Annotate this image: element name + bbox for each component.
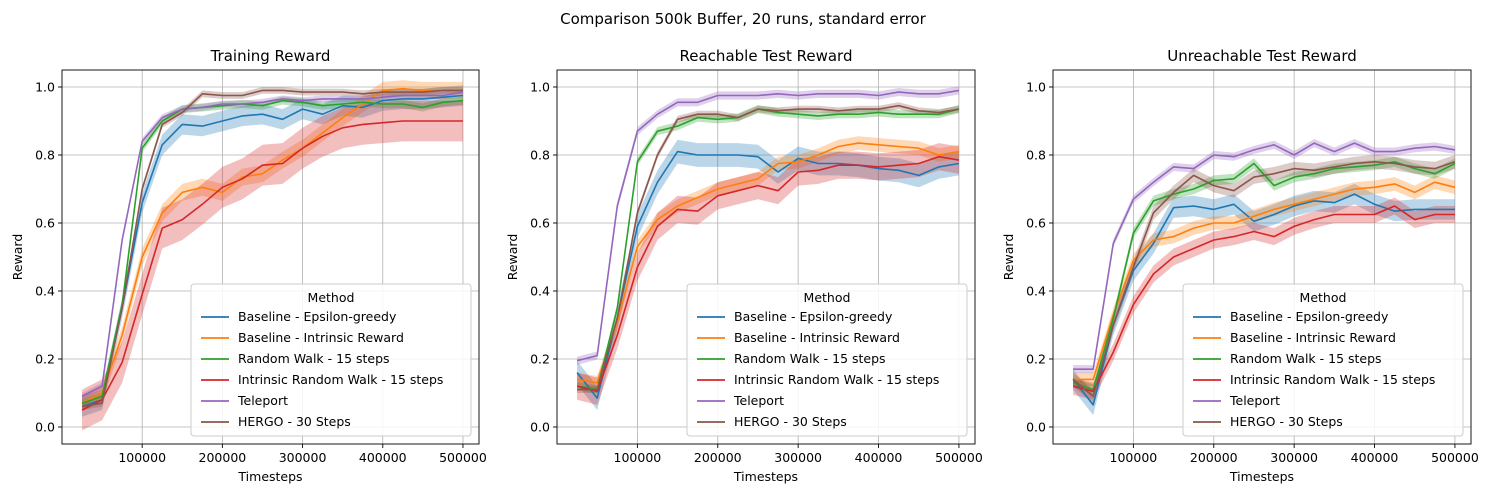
y-tick-label: 0.0 (1026, 420, 1046, 435)
legend-entry-3: Random Walk - 15 steps (1230, 351, 1382, 366)
y-tick-label: 0.2 (35, 352, 55, 367)
x-tick-label: 500000 (1431, 450, 1479, 465)
legend-entry-3: Random Walk - 15 steps (238, 351, 390, 366)
x-tick-label: 100000 (614, 450, 662, 465)
legend-title: Method (804, 290, 851, 305)
series-line-3 (1072, 161, 1456, 391)
x-tick-label: 300000 (279, 450, 327, 465)
series-line-5 (576, 89, 960, 362)
x-axis-label: Timesteps (1229, 469, 1294, 484)
chart-title: Unreachable Test Reward (1167, 47, 1357, 65)
legend: Method Baseline - Epsilon-greedy Baseline … (190, 283, 472, 437)
y-tick-label: 0.8 (35, 148, 55, 163)
axes-frame (556, 69, 976, 445)
series-line-2 (81, 87, 463, 404)
series-line-2 (576, 142, 960, 384)
y-tick-label: 1.0 (1026, 80, 1046, 95)
series-line-1 (1072, 193, 1455, 406)
chart-panel-3: Unreachable Test Reward 100000 200000 30000… (1001, 47, 1479, 484)
error-band-1 (577, 139, 959, 410)
x-axis-label: Timesteps (733, 469, 798, 484)
series-line-3 (81, 99, 464, 404)
figure-suptitle: Comparison 500k Buffer, 20 runs, standar… (560, 10, 927, 28)
x-tick-label: 200000 (694, 450, 742, 465)
x-tick-label: 200000 (1190, 450, 1238, 465)
legend-entry-1: Baseline - Epsilon-greedy (734, 309, 893, 324)
series-line-5 (1073, 142, 1456, 371)
legend-entry-3: Random Walk - 15 steps (734, 351, 886, 366)
y-tick-label: 0.4 (35, 284, 55, 299)
x-tick-label: 200000 (199, 450, 247, 465)
legend-title: Method (308, 290, 355, 305)
axes-frame (1052, 69, 1472, 445)
series-line-6 (1072, 161, 1456, 398)
chart-panel-2: Reachable Test Reward 100000 200000 300000 4… (505, 47, 983, 484)
chart-title: Reachable Test Reward (680, 47, 853, 65)
legend-entry-6: HERGO - 30 Steps (734, 414, 847, 429)
legend-entry-4: Intrinsic Random Walk - 15 steps (734, 372, 939, 387)
series-line-1 (576, 150, 960, 399)
legend-entry-5: Teleport (237, 393, 288, 408)
legend-box (1182, 283, 1464, 437)
y-tick-label: 0.0 (530, 420, 550, 435)
series-line-6 (577, 104, 960, 391)
x-axis-label: Timesteps (237, 469, 302, 484)
y-tick-label: 0.6 (35, 216, 55, 231)
x-tick-label: 100000 (118, 450, 166, 465)
x-tick-label: 400000 (1351, 450, 1399, 465)
y-axis-label: Reward (1001, 234, 1016, 281)
x-tick-label: 500000 (935, 450, 983, 465)
y-tick-label: 0.6 (530, 216, 550, 231)
legend-box (190, 283, 472, 437)
y-tick-label: 0.8 (1026, 148, 1046, 163)
chart-panels: Training Reward 100000 200000 300000 400000 5… (10, 47, 1479, 484)
legend-entry-6: HERGO - 30 Steps (238, 414, 351, 429)
legend-entry-2: Baseline - Intrinsic Reward (238, 330, 404, 345)
chart-title: Training Reward (210, 47, 331, 65)
legend-entry-6: HERGO - 30 Steps (1230, 414, 1343, 429)
y-axis-label: Reward (505, 234, 520, 281)
y-tick-label: 0.2 (1026, 352, 1046, 367)
y-tick-label: 0.4 (1026, 284, 1046, 299)
error-band-1 (1073, 183, 1455, 416)
y-tick-label: 0.0 (35, 420, 55, 435)
x-tick-label: 300000 (1270, 450, 1318, 465)
y-tick-label: 0.6 (1026, 216, 1046, 231)
chart-panel-1: Training Reward 100000 200000 300000 400000 5… (10, 47, 487, 484)
legend-title: Method (1300, 290, 1347, 305)
error-band-4 (1073, 197, 1455, 400)
series-line-3 (576, 108, 960, 391)
x-tick-label: 400000 (359, 450, 407, 465)
x-tick-label: 400000 (855, 450, 903, 465)
axes-frame (61, 69, 480, 445)
y-tick-label: 0.4 (530, 284, 550, 299)
legend-entry-1: Baseline - Epsilon-greedy (238, 309, 397, 324)
y-axis-label: Reward (10, 234, 25, 281)
x-tick-label: 300000 (774, 450, 822, 465)
legend-entry-4: Intrinsic Random Walk - 15 steps (238, 372, 443, 387)
x-tick-label: 100000 (1110, 450, 1158, 465)
legend-entry-5: Teleport (1229, 393, 1280, 408)
legend-box (686, 283, 968, 437)
legend-entry-1: Baseline - Epsilon-greedy (1230, 309, 1389, 324)
x-tick-label: 500000 (439, 450, 487, 465)
y-tick-label: 0.8 (530, 148, 550, 163)
legend-entry-2: Baseline - Intrinsic Reward (734, 330, 900, 345)
series-line-1 (81, 94, 464, 408)
y-tick-label: 1.0 (35, 80, 55, 95)
y-tick-label: 1.0 (530, 80, 550, 95)
legend-entry-4: Intrinsic Random Walk - 15 steps (1230, 372, 1435, 387)
legend: Method Baseline - Epsilon-greedy Baseline … (1182, 283, 1464, 437)
legend-entry-5: Teleport (733, 393, 784, 408)
series-line-6 (81, 89, 463, 408)
y-tick-label: 0.2 (530, 352, 550, 367)
series-line-4 (81, 120, 463, 411)
series-line-4 (1072, 205, 1455, 393)
legend-entry-2: Baseline - Intrinsic Reward (1230, 330, 1396, 345)
series-line-4 (576, 155, 960, 393)
series-line-5 (81, 91, 464, 398)
legend: Method Baseline - Epsilon-greedy Baseline … (686, 283, 968, 437)
